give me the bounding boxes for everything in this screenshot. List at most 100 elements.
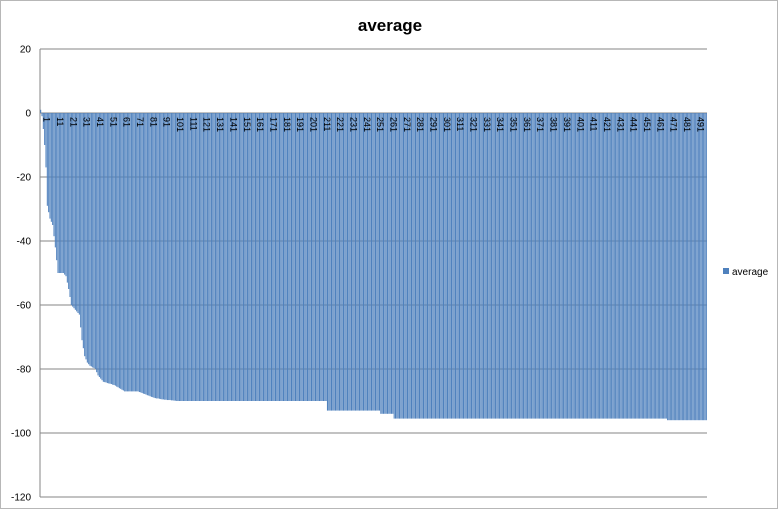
bar — [121, 113, 123, 390]
bar — [338, 113, 341, 411]
bar — [572, 113, 574, 419]
bar — [252, 113, 254, 401]
bar — [212, 113, 214, 401]
bar — [326, 113, 329, 411]
bar — [673, 113, 675, 421]
bar — [50, 113, 52, 222]
bar — [597, 113, 599, 419]
bar — [152, 113, 154, 398]
bar — [258, 113, 260, 401]
bar — [489, 113, 491, 419]
bar — [98, 113, 100, 377]
bar — [358, 113, 361, 411]
bar — [537, 113, 539, 419]
chart-title: average — [358, 16, 422, 35]
bar — [272, 113, 274, 401]
bar — [455, 113, 457, 419]
y-axis-tick-labels: 20 0 -20 -40 -60 -80 -100 -120 — [11, 45, 31, 504]
bar — [306, 113, 308, 401]
bar — [629, 113, 631, 419]
bar — [42, 113, 44, 129]
bar — [595, 113, 597, 419]
bar — [467, 113, 469, 419]
x-tick-label: 51 — [108, 117, 118, 127]
bar — [445, 113, 447, 419]
bar — [362, 113, 365, 411]
bar — [671, 113, 673, 421]
bar — [611, 113, 613, 419]
bar — [66, 113, 68, 283]
bar — [82, 113, 84, 349]
bar — [599, 113, 601, 419]
bar — [300, 113, 302, 401]
bar — [469, 113, 471, 419]
bar — [241, 113, 243, 401]
bar — [476, 113, 478, 419]
bar — [96, 113, 98, 373]
bar — [376, 113, 378, 411]
x-tick-label: 221 — [335, 117, 345, 132]
bar — [649, 113, 651, 419]
bar — [540, 113, 542, 419]
bar — [361, 113, 363, 411]
bar — [234, 113, 236, 401]
bar — [553, 113, 555, 419]
bar — [422, 113, 425, 419]
bar — [230, 113, 232, 401]
bar — [217, 113, 219, 401]
bar — [364, 113, 366, 411]
bar — [491, 113, 493, 419]
bar — [248, 113, 250, 401]
bar — [505, 113, 507, 419]
bar — [144, 113, 146, 394]
bar — [527, 113, 529, 419]
bar — [284, 113, 286, 401]
bar — [204, 113, 206, 401]
bar — [254, 113, 256, 401]
bar — [501, 113, 503, 419]
bar — [525, 113, 527, 419]
bar — [397, 113, 399, 419]
bar — [108, 113, 110, 384]
bar — [360, 113, 362, 411]
bar — [665, 113, 667, 419]
bar — [349, 113, 351, 411]
x-tick-label: 441 — [629, 117, 639, 132]
bar — [444, 113, 446, 419]
bar — [621, 113, 623, 419]
bar — [58, 113, 60, 273]
bar — [424, 113, 426, 419]
bar — [81, 113, 83, 341]
bar — [672, 113, 674, 421]
bar — [370, 113, 373, 411]
bar — [170, 113, 172, 401]
bar — [74, 113, 76, 310]
bar — [181, 113, 183, 401]
bar — [281, 113, 283, 401]
x-tick-label: 411 — [589, 117, 599, 131]
bar — [485, 113, 487, 419]
bar — [324, 113, 326, 401]
bar — [193, 113, 195, 401]
y-tick-label: -20 — [17, 173, 32, 184]
bar — [615, 113, 617, 419]
bar — [388, 113, 390, 414]
bar — [565, 113, 567, 419]
bar — [386, 113, 389, 414]
bar — [78, 113, 80, 315]
bar — [477, 113, 479, 419]
bar — [465, 113, 467, 419]
bar — [356, 113, 358, 411]
bar — [496, 113, 498, 419]
bar — [688, 113, 690, 421]
bar — [117, 113, 119, 388]
bar — [471, 113, 473, 419]
bar — [225, 113, 227, 401]
bar — [65, 113, 67, 277]
bar — [194, 113, 196, 401]
bar — [591, 113, 593, 419]
bar-series-average — [40, 109, 707, 421]
bar — [641, 113, 643, 419]
bar — [340, 113, 342, 411]
bar — [481, 113, 483, 419]
